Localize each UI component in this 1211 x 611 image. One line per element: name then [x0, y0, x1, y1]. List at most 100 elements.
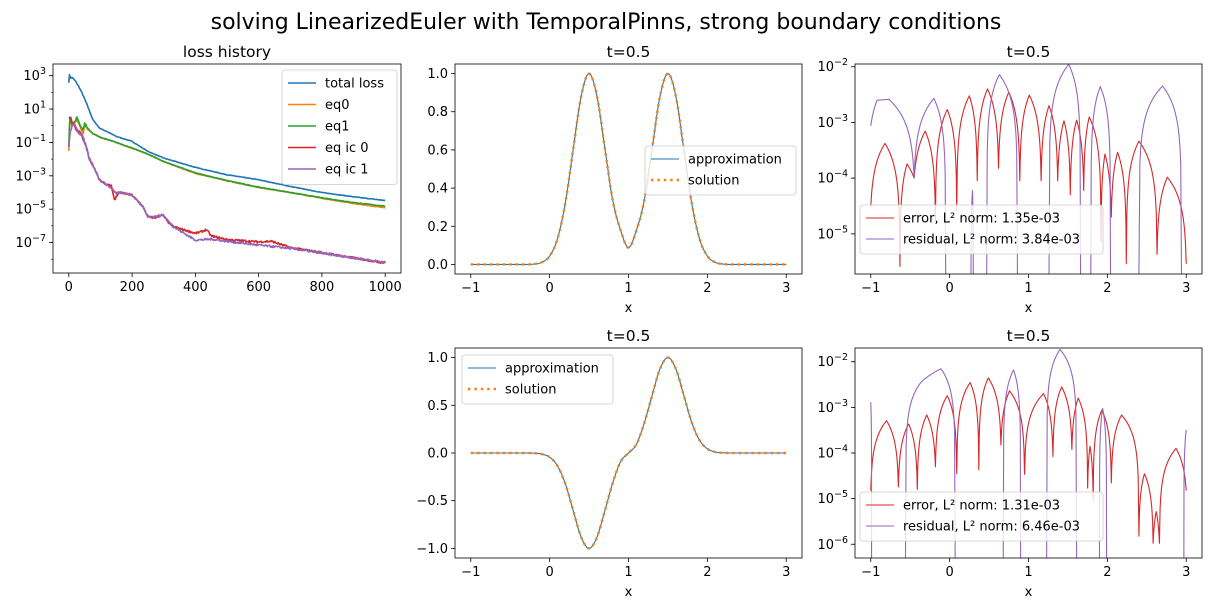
x-tick-label: −1 [461, 565, 480, 580]
x-tick-label: 1 [624, 565, 632, 580]
x-tick-label: 3 [1182, 281, 1190, 296]
y-tick-label: 0.8 [427, 105, 448, 120]
y-tick-label: 10−3 [817, 398, 848, 416]
subplot-title: t=0.5 [1007, 43, 1051, 61]
x-tick-label: 0 [545, 281, 553, 296]
y-tick-label: 10−4 [817, 169, 848, 187]
y-tick-label: −0.5 [416, 494, 448, 509]
x-tick-label: 0 [545, 565, 553, 580]
subplot-title: loss history [183, 43, 271, 61]
y-tick-label: 10−2 [817, 57, 848, 75]
legend: error, L² norm: 1.35e-03 residual, L² nor… [859, 204, 1104, 255]
legend-frame [281, 69, 398, 185]
x-tick-label: 0 [945, 565, 953, 580]
series-line-error-l-norm-1-35e-03 [870, 88, 1187, 267]
x-tick-label: 1 [624, 281, 632, 296]
legend-frame [859, 204, 1104, 255]
axes-frame [854, 63, 1203, 275]
y-tick-label: −1.0 [416, 542, 448, 557]
x-tick-label: 3 [782, 565, 790, 580]
x-tick-label: −1 [861, 565, 880, 580]
legend: approximation solution [461, 354, 614, 405]
y-tick-label: 10−5 [817, 224, 848, 242]
series-line-error-l-norm-1-31e-03 [870, 377, 1187, 544]
legend: error, L² norm: 1.31e-03 residual, L² nor… [859, 491, 1104, 542]
y-tick-label: 0.4 [427, 182, 448, 197]
x-axis-label: x [1025, 585, 1033, 600]
x-tick-label: 1 [1024, 565, 1032, 580]
series-line-eq1 [68, 116, 386, 208]
subplot-2: t=0.5 x −1 0 1 2 3 10−2 10−3 10−4 10−5 error, L² no… [817, 43, 1203, 316]
y-tick-label: 103 [23, 66, 46, 84]
y-tick-label: 10−5 [817, 489, 848, 507]
x-tick-label: 2 [703, 565, 711, 580]
y-tick-label: 10−1 [15, 133, 46, 151]
legend-label: eq0 [325, 98, 350, 113]
legend-frame [461, 354, 614, 405]
x-tick-label: 0 [65, 280, 73, 295]
series-line-residual-l-norm-3-84e-03 [870, 64, 1183, 274]
x-tick-label: 1000 [369, 280, 402, 295]
subplot-1: t=0.5 x −1 0 1 2 3 0.0 0.2 0.4 0.6 0.8 1.0 approximat… [427, 43, 803, 316]
y-tick-label: 101 [23, 100, 46, 118]
legend-label: error, L² norm: 1.35e-03 [903, 212, 1060, 227]
y-tick-label: 1.0 [427, 67, 448, 82]
x-tick-label: 600 [246, 280, 271, 295]
x-tick-label: 3 [1182, 565, 1190, 580]
subplot-title: t=0.5 [1007, 327, 1051, 345]
subplot-0: loss history 0 200 400 600 800 1000 103 101 10−1 1… [15, 43, 401, 295]
axes-frame [454, 347, 803, 559]
legend: approximation solution [644, 145, 797, 196]
x-tick-label: 2 [1103, 565, 1111, 580]
legend-label: error, L² norm: 1.31e-03 [903, 499, 1060, 514]
series-line-solution [470, 356, 787, 550]
legend-label: solution [688, 174, 739, 189]
legend-label: residual, L² norm: 3.84e-03 [903, 233, 1080, 248]
x-tick-label: 800 [309, 280, 334, 295]
subplot-title: t=0.5 [607, 327, 651, 345]
x-axis-label: x [625, 301, 633, 316]
legend-label: solution [505, 383, 556, 398]
x-axis-label: x [1025, 301, 1033, 316]
series-line-eq-ic-1 [68, 123, 386, 264]
subplot-4: t=0.5 x −1 0 1 2 3 10−2 10−3 10−4 10−5 10−6 error, L… [817, 327, 1203, 600]
x-axis-label: x [625, 585, 633, 600]
y-tick-label: 10−5 [15, 200, 46, 218]
legend: total loss eq0 eq1 eq ic 0 eq ic 1 [281, 69, 398, 185]
figure-suptitle: solving LinearizedEuler with TemporalPin… [211, 10, 1002, 35]
subplot-title: t=0.5 [607, 43, 651, 61]
y-tick-label: 0.5 [427, 399, 448, 414]
series-line-total-loss [68, 73, 386, 202]
x-tick-label: 2 [1103, 281, 1111, 296]
y-tick-label: 0.0 [427, 258, 448, 273]
axes-frame [854, 347, 1203, 559]
series-line-residual-l-norm-6-46e-03 [870, 348, 1187, 558]
axes-frame [52, 63, 402, 274]
legend-label: approximation [688, 153, 782, 168]
legend-frame [859, 491, 1104, 542]
y-tick-label: 10−2 [817, 352, 848, 370]
x-tick-label: 1 [1024, 281, 1032, 296]
legend-label: eq ic 1 [325, 163, 369, 178]
legend-label: residual, L² norm: 6.46e-03 [903, 520, 1080, 535]
legend-label: total loss [325, 77, 384, 92]
y-tick-label: 10−3 [817, 113, 848, 131]
legend-label: approximation [505, 362, 599, 377]
x-tick-label: 200 [120, 280, 145, 295]
y-tick-label: 0.2 [427, 220, 448, 235]
axes-frame [454, 63, 803, 275]
x-tick-label: 3 [782, 281, 790, 296]
legend-frame [644, 145, 797, 196]
legend-label: eq ic 0 [325, 141, 369, 156]
subplot-3: t=0.5 x −1 0 1 2 3 −1.0 −0.5 0.0 0.5 1.0 approximati… [416, 327, 803, 600]
y-tick-label: 10−6 [817, 535, 848, 553]
x-tick-label: −1 [861, 281, 880, 296]
y-tick-label: 0.6 [427, 143, 448, 158]
y-tick-label: 10−7 [15, 233, 46, 251]
series-line-solution [470, 72, 787, 266]
y-tick-label: 0.0 [427, 447, 448, 462]
x-tick-label: 400 [183, 280, 208, 295]
y-tick-label: 10−4 [817, 444, 848, 462]
y-tick-label: 10−3 [15, 166, 46, 184]
